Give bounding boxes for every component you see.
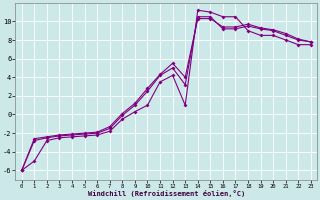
X-axis label: Windchill (Refroidissement éolien,°C): Windchill (Refroidissement éolien,°C) — [88, 190, 245, 197]
